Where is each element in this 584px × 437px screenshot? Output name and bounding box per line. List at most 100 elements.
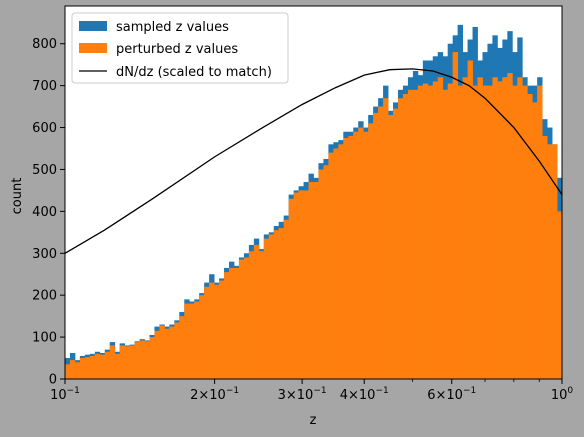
bar (467, 60, 473, 379)
bar (482, 85, 488, 379)
legend-label-curve: dN/dz (scaled to match) (116, 65, 272, 80)
bar (552, 144, 558, 379)
bar (238, 259, 245, 379)
x-tick-label: 6×10−1 (427, 386, 476, 403)
bar (298, 190, 304, 379)
bar (214, 284, 220, 379)
bar (492, 77, 498, 379)
x-tick-label: 10−1 (50, 386, 80, 403)
x-tick-exponent: −1 (463, 386, 476, 396)
legend: sampled z values perturbed z values dN/d… (71, 12, 289, 84)
bar (393, 108, 399, 380)
bar (174, 322, 180, 379)
bar (109, 345, 116, 379)
bar (417, 85, 424, 379)
bar (253, 244, 260, 379)
bar (248, 251, 255, 379)
dndz-curve (64, 68, 563, 254)
bar (74, 362, 81, 379)
bar (278, 228, 285, 379)
y-tick-label: 400 (32, 205, 57, 220)
bar (532, 102, 538, 379)
bar (308, 182, 314, 379)
bar (388, 114, 394, 379)
y-tick-label: 0 (49, 373, 57, 388)
x-tick-exponent: −1 (375, 386, 388, 396)
bar (442, 89, 449, 379)
bar (124, 346, 131, 379)
bar (422, 83, 429, 379)
bar (303, 190, 309, 379)
bar (194, 301, 200, 379)
bar (89, 355, 96, 379)
bar (517, 77, 523, 379)
bar (318, 169, 324, 379)
bar (477, 77, 483, 379)
bar (164, 328, 170, 379)
bar (219, 280, 225, 379)
bar (358, 127, 364, 379)
legend-box (71, 12, 289, 84)
x-axis: 10−1 2×10−1 3×10−1 4×10−1 6×10−1 100 (50, 379, 573, 403)
bar (119, 345, 126, 379)
bar (149, 337, 155, 379)
bar (497, 81, 503, 379)
y-tick-label: 800 (32, 37, 57, 52)
x-tick-exponent: −1 (313, 386, 326, 396)
bar (229, 267, 235, 379)
legend-swatch-perturbed (79, 43, 107, 53)
y-tick-label: 600 (32, 121, 57, 136)
bar (94, 353, 101, 379)
bar (432, 81, 439, 379)
y-axis-label: count (10, 178, 25, 215)
bar (547, 144, 553, 379)
bar (79, 358, 86, 379)
y-tick-label: 200 (32, 289, 57, 304)
bar (512, 85, 518, 379)
bar (472, 85, 478, 379)
bar (502, 77, 508, 379)
perturbed-bars (65, 52, 563, 380)
bar (353, 131, 359, 379)
bar (243, 257, 250, 379)
bar (204, 286, 210, 379)
bar (263, 238, 270, 379)
bar (84, 357, 91, 379)
bar (363, 131, 369, 379)
bar (139, 340, 145, 379)
bar (159, 325, 165, 379)
bar (169, 326, 175, 379)
legend-swatch-sampled (79, 21, 107, 31)
x-tick-exponent: −1 (226, 386, 239, 396)
bar (412, 89, 419, 379)
bar (407, 89, 414, 379)
x-tick-label: 100 (551, 386, 574, 403)
bar (542, 135, 548, 379)
y-tick-label: 500 (32, 163, 57, 178)
bar (313, 182, 319, 379)
bar (527, 94, 533, 379)
bar (233, 267, 240, 379)
bar (65, 364, 71, 379)
x-axis-label: z (310, 413, 317, 428)
bar (69, 360, 76, 379)
bar (283, 219, 290, 379)
bar (199, 295, 205, 379)
bar (522, 85, 528, 379)
plot-frame (64, 5, 563, 380)
legend-label-perturbed: perturbed z values (116, 42, 238, 57)
bar (154, 330, 160, 379)
bar (258, 251, 265, 379)
bar (179, 316, 185, 379)
bar (209, 282, 215, 379)
y-tick-label: 100 (32, 331, 57, 346)
bar (368, 123, 374, 379)
bar (383, 98, 389, 379)
bar (144, 341, 150, 379)
bar (288, 198, 295, 379)
bar (462, 77, 468, 379)
bar (397, 98, 404, 379)
bar (343, 138, 349, 379)
bar (487, 85, 493, 379)
bar (373, 112, 379, 380)
